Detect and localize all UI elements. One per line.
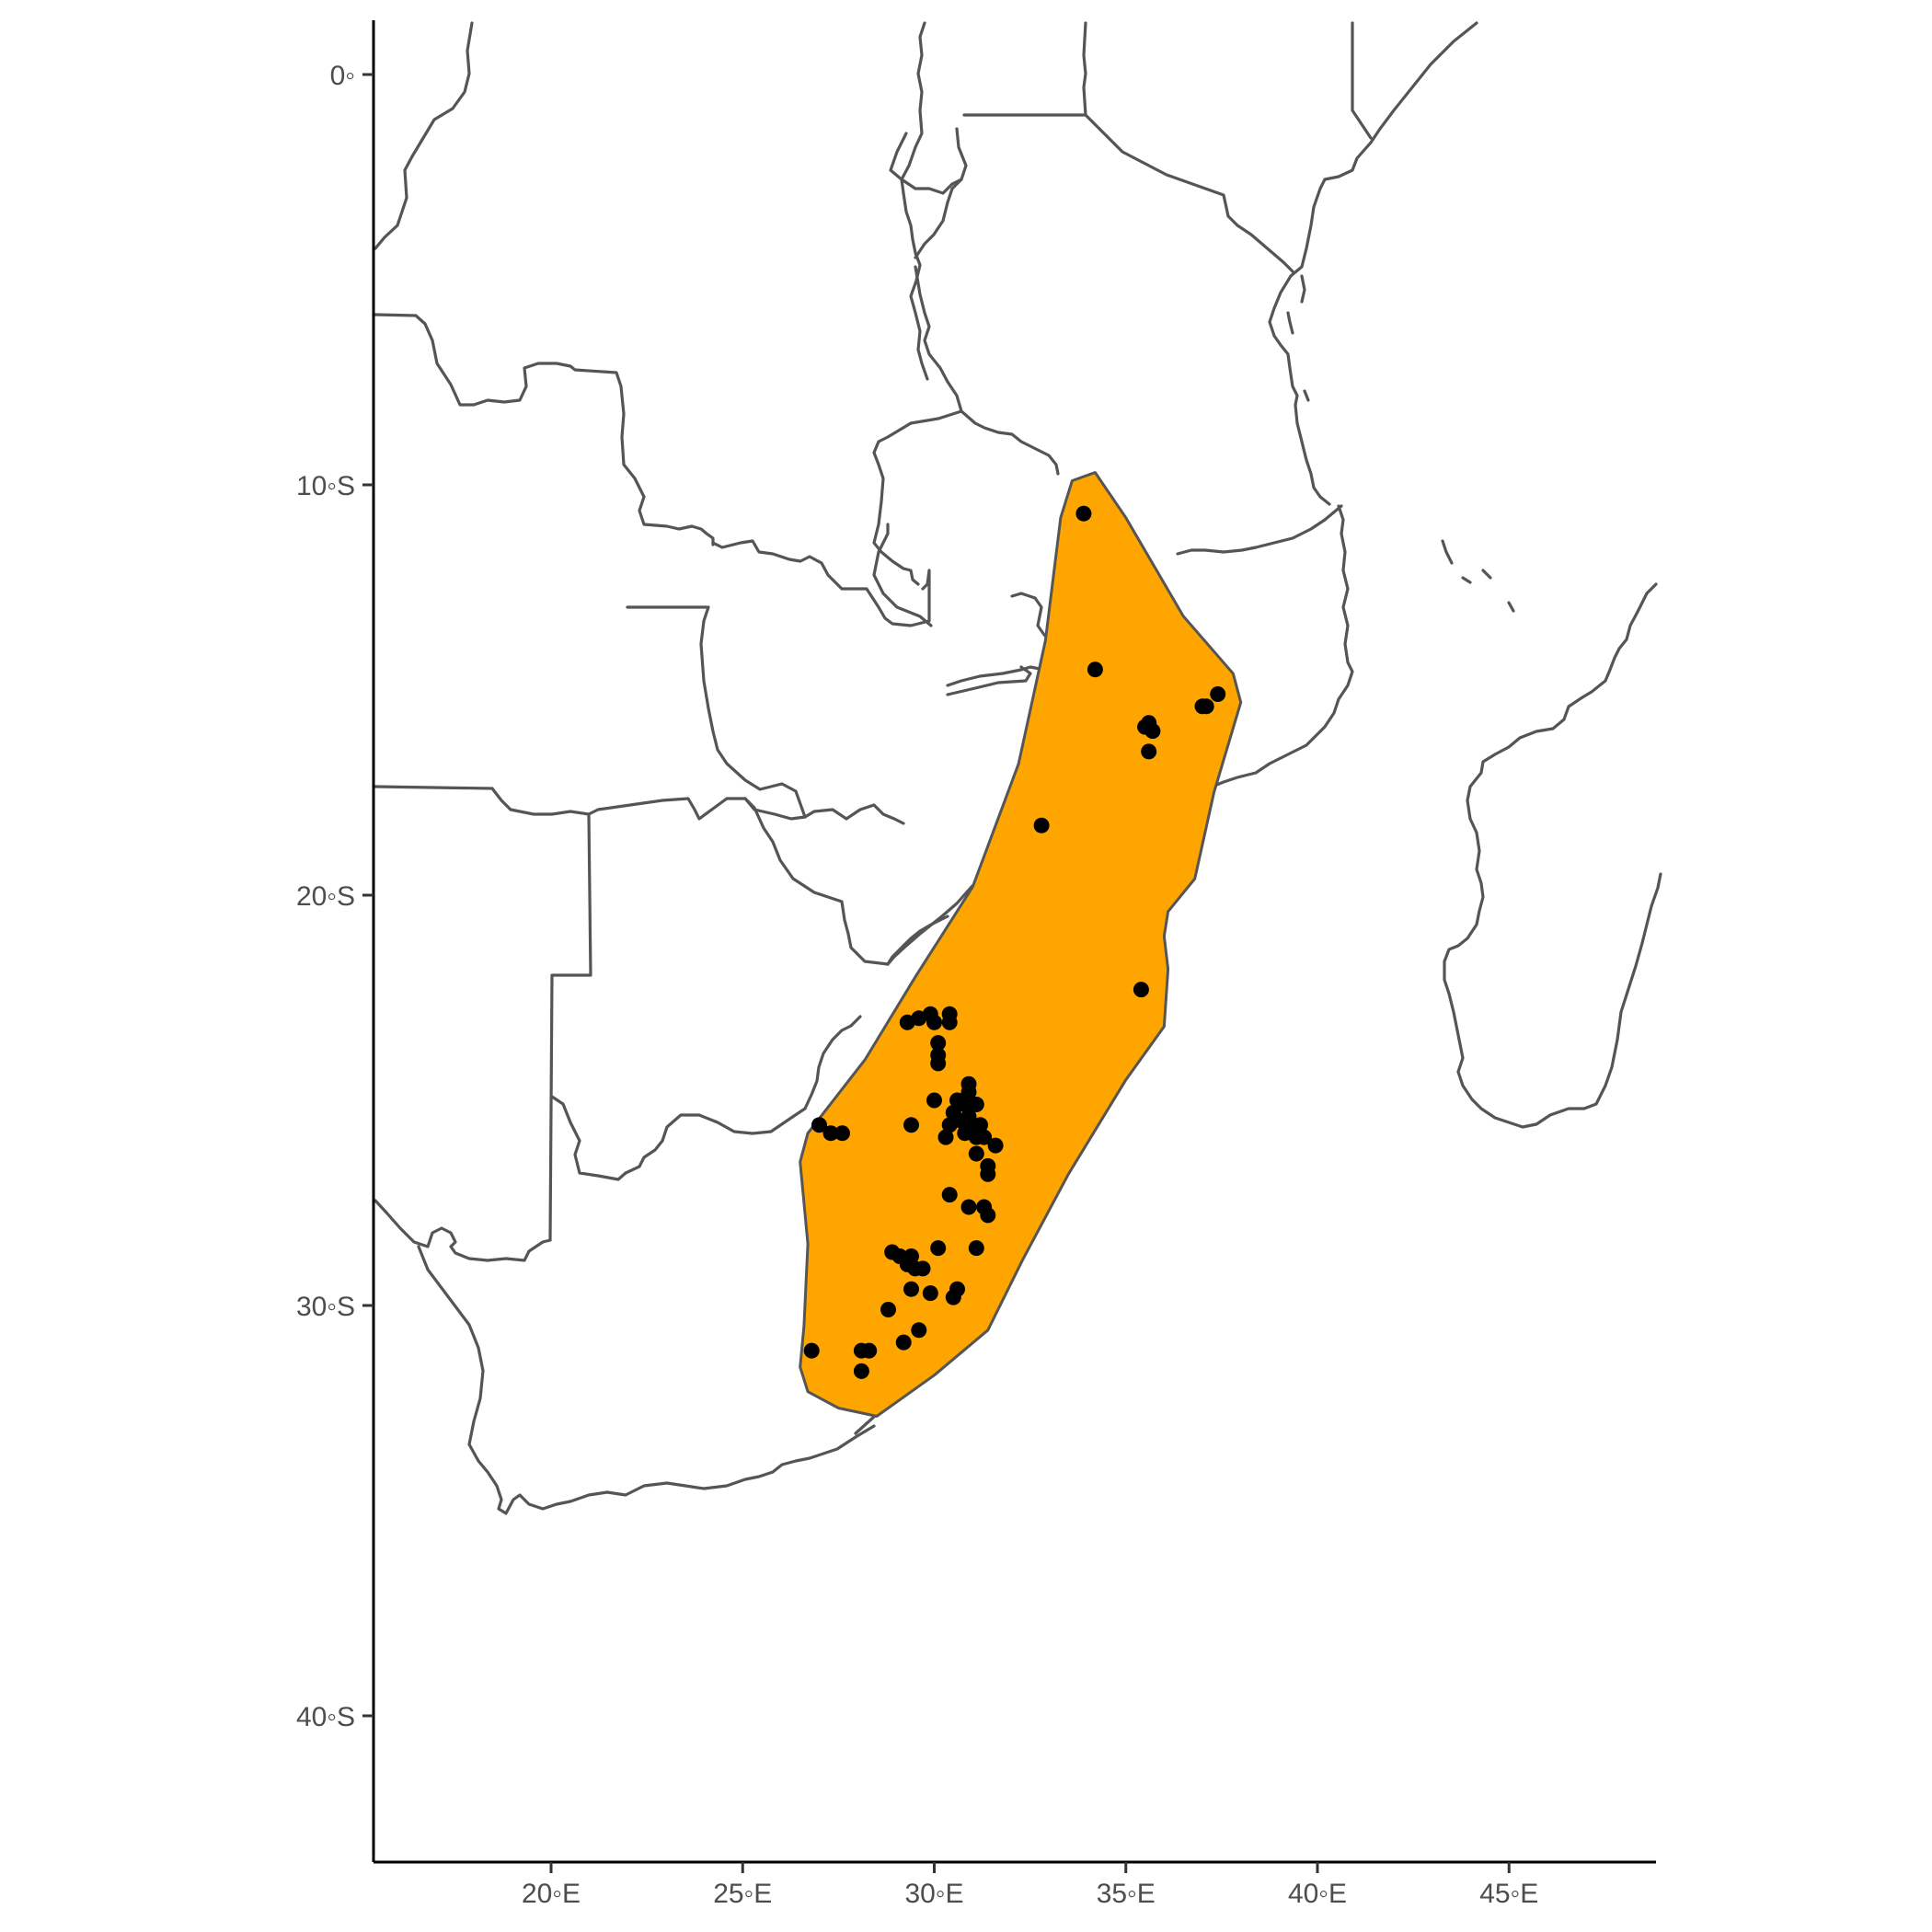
occurrence-point: [930, 1055, 947, 1072]
y-tick-label: 40◦S: [296, 1702, 355, 1732]
occurrence-point: [895, 1334, 912, 1351]
occurrence-point: [922, 1285, 938, 1302]
x-tick-label: 45◦E: [1479, 1879, 1538, 1909]
occurrence-point: [1087, 661, 1103, 678]
occurrence-point: [903, 1117, 919, 1133]
y-axis-ticks: 0◦ 10◦S 20◦S 30◦S 40◦S: [296, 61, 374, 1732]
occurrence-point: [911, 1322, 927, 1339]
occurrence-point: [968, 1097, 984, 1112]
coastline-madagascar: [1443, 582, 1662, 1129]
border-namibia-south-africa: [374, 1199, 552, 1262]
occurrence-point: [811, 1117, 827, 1133]
occurrence-point: [945, 1289, 961, 1305]
occurrence-point: [937, 1129, 954, 1145]
occurrence-point: [803, 1342, 820, 1359]
occurrence-point: [1198, 698, 1214, 715]
occurrence-point: [822, 1125, 839, 1142]
occurrence-point: [903, 1281, 919, 1297]
border-tanzania-mozambique: [960, 409, 1060, 476]
x-tick-label: 20◦E: [522, 1879, 581, 1909]
occurrence-point: [1075, 505, 1092, 522]
occurrence-point: [968, 1145, 984, 1162]
border-tanzania-kenya: [1082, 21, 1294, 273]
occurrence-point: [960, 1109, 977, 1125]
y-tick-label: 10◦S: [296, 471, 355, 501]
coastline-tanzania-south: [1176, 504, 1343, 556]
border-angola-zambia: [711, 539, 931, 627]
occurrence-point: [972, 1117, 988, 1133]
country-borders: [374, 21, 1662, 1515]
occurrence-point: [1133, 982, 1149, 998]
border-rwanda-burundi: [889, 132, 963, 195]
x-tick-label: 40◦E: [1288, 1879, 1347, 1909]
occurrence-point: [861, 1342, 878, 1359]
occurrence-point: [1141, 743, 1157, 760]
island-zanzibar: [1286, 274, 1310, 402]
border-angola-zambia-east: [626, 605, 807, 819]
occurrence-point: [1033, 817, 1050, 834]
x-tick-label: 25◦E: [713, 1879, 772, 1909]
occurrence-point: [960, 1199, 977, 1215]
occurrence-point: [853, 1363, 869, 1379]
border-zimbabwe-mozambique: [886, 877, 982, 966]
occurrence-point: [968, 1240, 984, 1257]
border-zambia-zimbabwe: [743, 797, 890, 966]
occurrence-point: [930, 1035, 947, 1052]
y-tick-label: 20◦S: [296, 881, 355, 912]
coastline-horn: [1268, 21, 1478, 506]
occurrence-point: [880, 1302, 896, 1317]
lake-victoria: [914, 127, 968, 259]
island-comoros: [1441, 539, 1515, 613]
border-zambia-north: [872, 523, 933, 627]
border-congo-drc: [374, 313, 715, 546]
border-uganda-drc: [900, 21, 929, 381]
occurrence-point: [1210, 686, 1226, 702]
occurrence-point: [960, 1084, 977, 1100]
coastline-southwest: [417, 1245, 876, 1515]
border-zambia-upper: [872, 409, 963, 586]
border-zambia-mozambique: [946, 665, 1032, 696]
border-namibia-botswana: [548, 812, 592, 1242]
x-tick-label: 35◦E: [1097, 1879, 1156, 1909]
border-south-africa-mozambique: [803, 1015, 862, 1110]
occurrence-point: [930, 1240, 947, 1257]
occurrence-point: [941, 1117, 958, 1133]
x-tick-label: 30◦E: [904, 1879, 963, 1909]
y-tick-label: 30◦S: [296, 1292, 355, 1322]
x-axis-ticks: 20◦E 25◦E 30◦E 35◦E 40◦E 45◦E: [522, 1862, 1538, 1909]
border-kenya-somalia: [1351, 21, 1373, 140]
occurrence-point: [1144, 723, 1161, 740]
occurrence-point: [914, 1260, 931, 1277]
occurrence-point: [957, 1097, 973, 1112]
border-botswana-south-africa: [550, 1095, 807, 1181]
coastline-west-africa: [374, 21, 474, 250]
occurrence-point: [980, 1166, 996, 1182]
coastline-mozambique: [1190, 504, 1354, 802]
occurrence-point: [926, 1092, 942, 1109]
occurrence-point: [941, 1014, 958, 1030]
occurrence-point: [976, 1129, 993, 1145]
axes: 20◦E 25◦E 30◦E 35◦E 40◦E 45◦E 0◦ 10◦S 20◦S 30◦S 4…: [296, 20, 1656, 1909]
occurrence-point: [987, 1137, 1004, 1154]
y-tick-label: 0◦: [330, 61, 355, 91]
occurrence-point: [941, 1187, 958, 1203]
occurrence-points: [803, 505, 1226, 1379]
border-malawi-mozambique-west: [946, 665, 1055, 687]
species-range-polygon: [799, 471, 1243, 1418]
occurrence-point: [926, 1014, 942, 1030]
border-tanzania-drc-west: [914, 265, 963, 413]
occurrence-point: [834, 1125, 850, 1142]
occurrence-point: [980, 1207, 996, 1224]
border-zambia-dr-congo-east: [803, 803, 905, 825]
